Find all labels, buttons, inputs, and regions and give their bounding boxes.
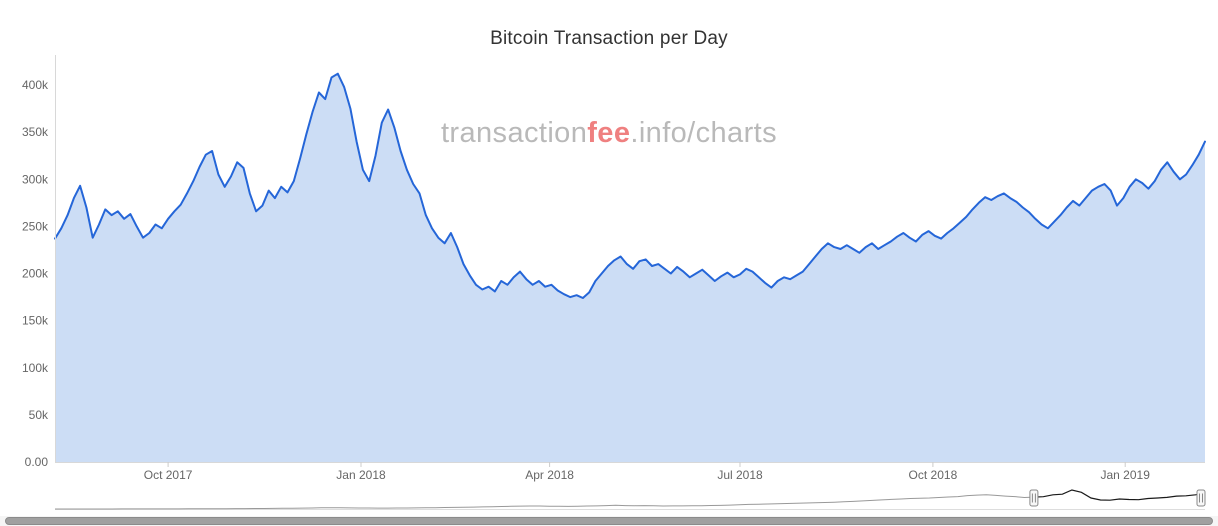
x-tick-label: Oct 2017	[144, 468, 193, 482]
y-tick-label: 300k	[22, 172, 49, 186]
x-axis-ticks	[167, 462, 1126, 467]
horizontal-scrollbar-track[interactable]	[0, 516, 1218, 526]
y-axis-labels: 0.00 50k 100k 150k 200k 250k 300k 350k 400k	[22, 78, 49, 469]
area-fill	[55, 73, 1205, 462]
y-tick-label: 250k	[22, 219, 49, 233]
x-tick-label: Jul 2018	[717, 468, 763, 482]
y-tick-label: 150k	[22, 314, 49, 328]
x-tick-label: Jan 2018	[336, 468, 386, 482]
watermark-part-transaction: transaction	[440, 117, 588, 149]
watermark: transactionfee.info/charts	[0, 117, 1218, 150]
navigator-series-unselected	[55, 494, 1034, 510]
y-tick-label: 50k	[29, 408, 49, 422]
y-tick-label: 100k	[22, 361, 49, 375]
y-tick-label: 400k	[22, 78, 49, 92]
navigator-handle-right[interactable]	[1196, 489, 1206, 507]
watermark-part-fee: fee	[587, 117, 631, 149]
horizontal-scrollbar-thumb[interactable]	[5, 517, 1213, 525]
series-line	[54, 72, 1206, 299]
x-tick-label: Jan 2019	[1101, 468, 1151, 482]
y-tick-label: 0.00	[25, 455, 49, 469]
x-tick-label: Apr 2018	[525, 468, 574, 482]
x-axis-labels: Oct 2017 Jan 2018 Apr 2018 Jul 2018 Oct 2018…	[144, 468, 1150, 482]
navigator-handle-left[interactable]	[1029, 489, 1039, 507]
navigator-series-selected	[1033, 489, 1206, 501]
x-tick-label: Oct 2018	[909, 468, 958, 482]
watermark-part-domain: .info/charts	[630, 117, 778, 149]
y-tick-label: 200k	[22, 267, 49, 281]
chart-title: Bitcoin Transaction per Day	[490, 28, 728, 49]
navigator[interactable]	[55, 489, 1206, 510]
y-tick-label: 350k	[22, 125, 49, 139]
